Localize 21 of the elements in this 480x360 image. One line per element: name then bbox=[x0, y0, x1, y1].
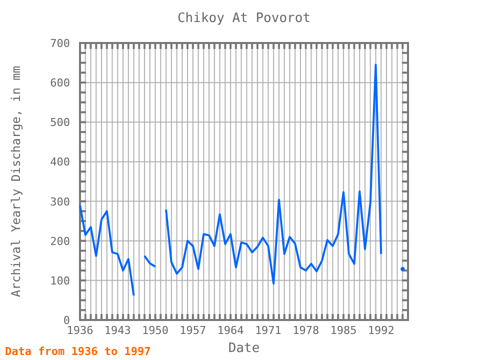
x-tick-label: 1943 bbox=[104, 324, 131, 337]
y-tick-label: 600 bbox=[50, 76, 70, 90]
text: Data from 1936 to 1997 bbox=[5, 345, 151, 358]
x-tick-label: 1957 bbox=[180, 324, 206, 337]
x-tick-label: 1985 bbox=[330, 324, 357, 337]
y-axis-title: Archival Yearly Discharge, in mm bbox=[9, 66, 23, 298]
y-tick-label: 200 bbox=[50, 234, 70, 248]
x-tick-label: 1964 bbox=[217, 324, 244, 337]
chart-title: Chikoy At Povorot bbox=[177, 11, 311, 26]
x-tick-label: 1978 bbox=[292, 324, 320, 337]
x-tick-label: 1950 bbox=[142, 324, 169, 337]
x-axis-title: Date bbox=[228, 341, 260, 356]
x-tick-label: 1992 bbox=[368, 324, 394, 337]
y-tick-label: 300 bbox=[50, 195, 70, 208]
y-tick-label: 500 bbox=[50, 116, 70, 130]
y-tick-label: 100 bbox=[50, 274, 70, 288]
y-tick-label: 700 bbox=[50, 37, 70, 50]
y-tick-label: 400 bbox=[50, 156, 70, 169]
x-tick-label: 1936 bbox=[66, 324, 94, 337]
x-tick-label: 1971 bbox=[254, 324, 282, 337]
y-tick-label: 0 bbox=[63, 314, 70, 327]
